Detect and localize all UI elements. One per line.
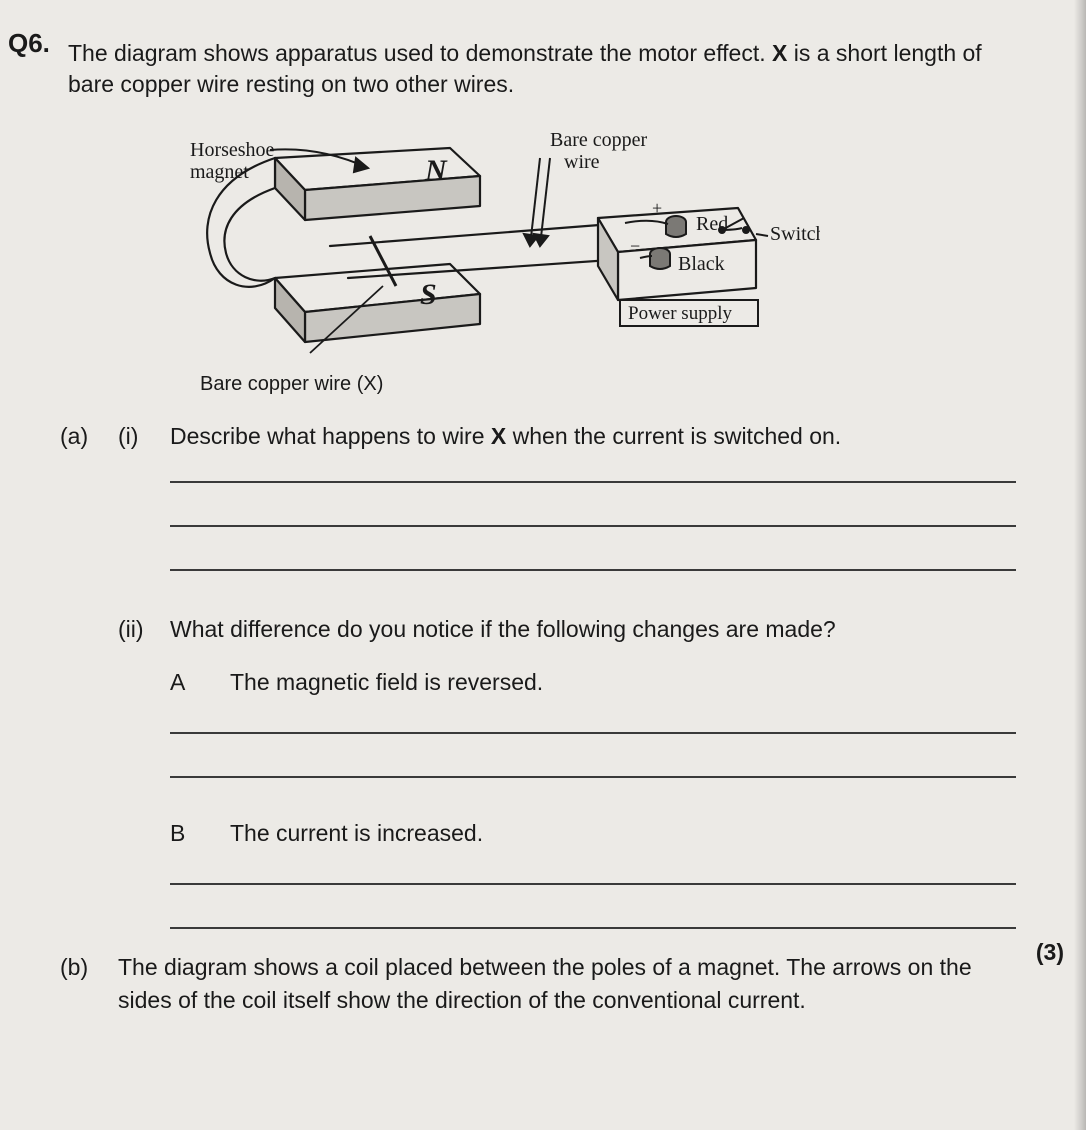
i-x-bold: X xyxy=(491,423,506,449)
horseshoe-label-2: magnet xyxy=(190,161,249,183)
minus-sign: − xyxy=(630,236,640,256)
sub-b-label: B xyxy=(170,820,224,847)
page-edge-shadow xyxy=(1074,0,1086,1130)
question-number: Q6. xyxy=(8,28,50,59)
i-text-before: Describe what happens to wire xyxy=(170,423,491,449)
intro-text-2: bare copper wire resting on two other wi… xyxy=(68,71,514,97)
part-b: (b) The diagram shows a coil placed betw… xyxy=(60,951,1016,1018)
sub-b-text: The current is increased. xyxy=(230,820,483,846)
sub-a: A The magnetic field is reversed. xyxy=(170,669,1016,696)
answer-line[interactable] xyxy=(170,776,1016,778)
i-text-after: when the current is switched on. xyxy=(506,423,841,449)
answer-line[interactable] xyxy=(170,927,1016,929)
answer-line[interactable] xyxy=(170,569,1016,571)
sub-b: B The current is increased. xyxy=(170,820,1016,847)
part-a-label: (a) xyxy=(60,420,118,453)
part-i-label: (i) xyxy=(118,420,170,453)
answer-line[interactable] xyxy=(170,525,1016,527)
answer-lines-b xyxy=(170,883,1016,929)
answer-line[interactable] xyxy=(170,732,1016,734)
part-i-text: Describe what happens to wire X when the… xyxy=(170,420,1016,453)
sub-a-label: A xyxy=(170,669,224,696)
intro-x-bold: X xyxy=(772,40,787,66)
plus-sign: + xyxy=(652,198,662,218)
answer-line[interactable] xyxy=(170,481,1016,483)
part-a-i: (a) (i) Describe what happens to wire X … xyxy=(60,420,1016,453)
bare-wire-label-2: wire xyxy=(564,151,600,173)
red-label: Red xyxy=(696,213,728,235)
sub-a-text: The magnetic field is reversed. xyxy=(230,669,543,695)
question-body: The diagram shows apparatus used to demo… xyxy=(60,38,1016,1017)
marks-3: (3) xyxy=(1036,939,1064,966)
intro-text-1: The diagram shows apparatus used to demo… xyxy=(68,40,772,66)
magnet-s-label: S xyxy=(420,278,437,311)
part-a-ii: (ii) What difference do you notice if th… xyxy=(60,613,1016,646)
part-ii-label: (ii) xyxy=(118,613,170,646)
part-b-label: (b) xyxy=(60,951,118,984)
answer-lines-i xyxy=(170,481,1016,571)
figure-caption: Bare copper wire (X) xyxy=(200,373,1016,396)
answer-line[interactable] xyxy=(170,883,1016,885)
magnet-n-label: N xyxy=(424,154,448,187)
power-supply-label: Power supply xyxy=(628,303,732,324)
intro-text-1b: is a short length of xyxy=(787,40,981,66)
horseshoe-label-1: Horseshoe xyxy=(190,139,275,161)
bare-wire-label-1: Bare copper xyxy=(550,129,648,151)
switch-label: Switch xyxy=(770,223,820,245)
part-b-text: The diagram shows a coil placed between … xyxy=(118,951,1016,1018)
apparatus-diagram: N S xyxy=(120,118,1016,396)
question-intro: The diagram shows apparatus used to demo… xyxy=(68,38,1016,100)
part-ii-text: What difference do you notice if the fol… xyxy=(170,613,1016,646)
black-label: Black xyxy=(678,253,725,275)
answer-lines-a xyxy=(170,732,1016,778)
